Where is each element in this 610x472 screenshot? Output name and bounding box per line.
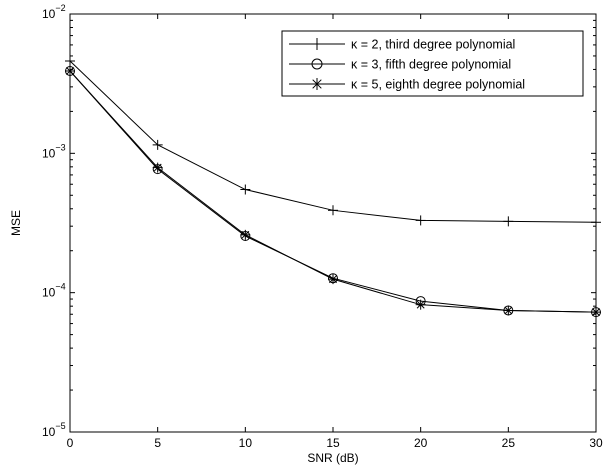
x-tick-label: 20 (414, 436, 428, 450)
legend-entry: κ = 3, fifth degree polynomial (289, 58, 511, 72)
series-group (65, 55, 601, 318)
x-axis-label: SNR (dB) (307, 451, 358, 465)
legend-marker (311, 78, 323, 90)
data-point (152, 139, 163, 150)
y-tick-label: 10−5 (42, 421, 66, 439)
x-tick-label: 10 (239, 436, 253, 450)
data-point (503, 305, 514, 316)
x-tick-label: 30 (589, 436, 603, 450)
data-point (328, 274, 338, 285)
legend-label: κ = 5, eighth degree polynomial (351, 78, 525, 92)
data-point (415, 215, 426, 226)
y-tick-label: 10−4 (42, 282, 66, 300)
y-tick-label: 10−2 (42, 3, 66, 21)
legend-label: κ = 2, third degree polynomial (351, 38, 515, 52)
x-tick-label: 25 (502, 436, 516, 450)
data-point (65, 65, 75, 76)
data-point (591, 217, 601, 228)
series-star (65, 65, 601, 318)
legend-marker (311, 38, 323, 50)
x-tick-label: 15 (326, 436, 340, 450)
legend: κ = 2, third degree polynomial κ = 3, fif… (281, 30, 584, 97)
axis-ticks: 0 5 10 15 20 25 30 10−2 10−3 10−4 10−5 (42, 3, 603, 450)
legend-entry: κ = 2, third degree polynomial (289, 38, 515, 52)
legend-entry: κ = 5, eighth degree polynomial (289, 78, 525, 92)
data-point (240, 184, 251, 195)
x-tick-label: 0 (67, 436, 74, 450)
series-plus (65, 55, 601, 228)
y-tick-label: 10−3 (42, 142, 66, 160)
data-point (65, 55, 75, 66)
data-point (415, 299, 426, 310)
legend-label: κ = 3, fifth degree polynomial (351, 58, 511, 72)
data-point (240, 229, 251, 240)
data-point (152, 162, 163, 173)
y-axis-label: MSE (9, 210, 23, 236)
data-point (328, 205, 338, 216)
data-point (503, 216, 514, 227)
x-tick-label: 5 (154, 436, 161, 450)
data-point (591, 307, 601, 318)
legend-marker (311, 58, 323, 70)
